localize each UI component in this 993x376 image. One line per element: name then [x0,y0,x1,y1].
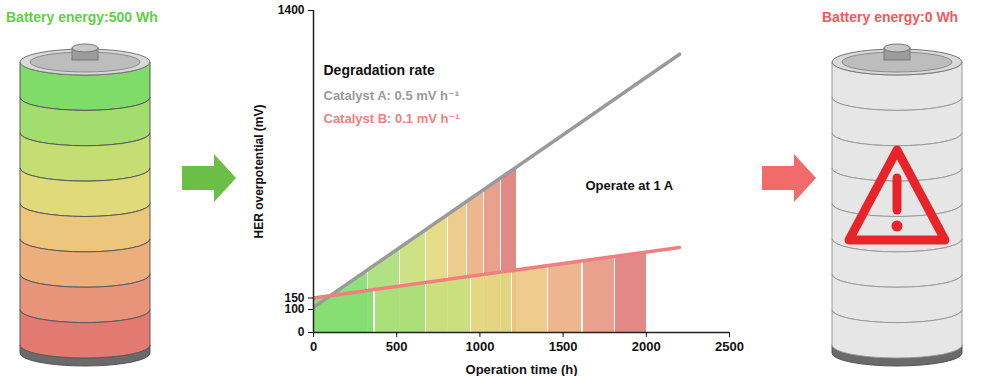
svg-text:Battery energy:0 Wh: Battery energy:0 Wh [822,9,958,25]
svg-text:Operation time (h): Operation time (h) [466,362,578,376]
svg-text:Battery energy:500 Wh: Battery energy:500 Wh [6,9,158,25]
svg-text:Catalyst B: 0.1 mV h⁻¹: Catalyst B: 0.1 mV h⁻¹ [324,111,460,126]
svg-text:1400: 1400 [278,3,305,17]
svg-text:1500: 1500 [549,339,578,354]
svg-text:2000: 2000 [632,339,661,354]
svg-text:500: 500 [386,339,408,354]
svg-text:Degradation rate: Degradation rate [324,62,435,78]
svg-text:0: 0 [310,339,317,354]
svg-text:Catalyst A: 0.5 mV h⁻¹: Catalyst A: 0.5 mV h⁻¹ [324,88,460,103]
svg-text:HER overpotential (mV): HER overpotential (mV) [252,104,266,238]
svg-text:100: 100 [284,302,305,317]
svg-text:1000: 1000 [465,339,494,354]
svg-text:Operate at 1 A: Operate at 1 A [586,178,674,193]
svg-text:0: 0 [298,325,305,339]
svg-text:150: 150 [284,291,304,305]
svg-text:2500: 2500 [715,339,744,354]
